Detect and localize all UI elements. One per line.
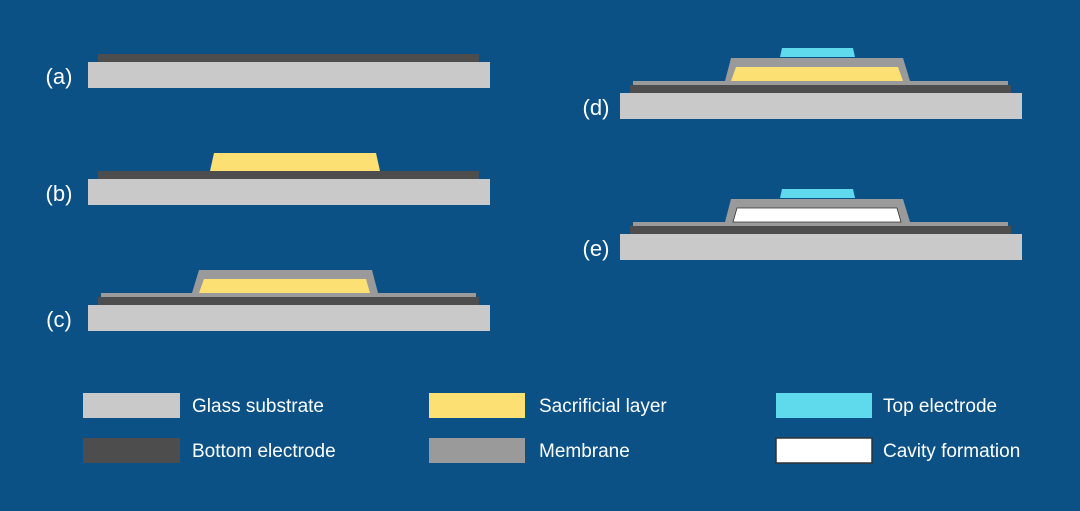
svg-text:Membrane: Membrane [539, 441, 630, 462]
svg-text:Bottom electrode: Bottom electrode [192, 441, 336, 462]
svg-text:(c): (c) [46, 307, 72, 332]
svg-text:Cavity formation: Cavity formation [883, 441, 1020, 462]
svg-text:(d): (d) [583, 95, 610, 120]
svg-text:Glass substrate: Glass substrate [192, 396, 324, 417]
svg-text:(e): (e) [583, 236, 610, 261]
svg-text:(a): (a) [46, 64, 73, 89]
svg-text:(b): (b) [46, 181, 73, 206]
svg-text:Top electrode: Top electrode [883, 396, 997, 417]
svg-text:Sacrificial layer: Sacrificial layer [539, 396, 667, 417]
